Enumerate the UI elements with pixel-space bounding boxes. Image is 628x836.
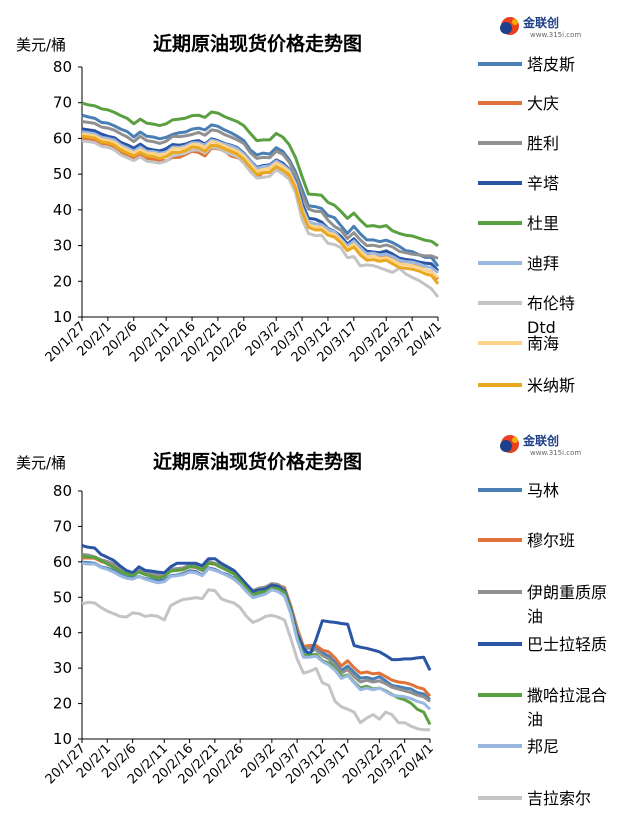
legend-label-0: 马林 (527, 481, 559, 500)
y-axis-unit: 美元/桶 (16, 454, 66, 472)
y-tick-label: 10 (53, 730, 72, 748)
legend-label-4: 撒哈拉混合油 (527, 686, 607, 729)
legend-label-5: 邦尼 (527, 737, 559, 756)
legend-label-0: 塔皮斯 (527, 55, 575, 74)
logo-url: www.315i.com (530, 449, 581, 457)
series-line-8 (81, 134, 440, 285)
legend-label-6: 布伦特 Dtd (527, 294, 575, 337)
y-tick-label: 20 (53, 695, 72, 713)
y-tick-label: 20 (53, 272, 72, 290)
legend-label-2: 伊朗重质原油 (527, 583, 607, 626)
series-line-7 (81, 132, 439, 279)
series-line-4 (81, 554, 432, 726)
y-tick-label: 30 (53, 237, 72, 255)
logo-mark-yellow (512, 19, 518, 25)
y-tick-label: 70 (53, 517, 72, 535)
y-tick-label: 50 (53, 588, 72, 606)
series-line-6 (81, 588, 430, 732)
y-tick-label: 80 (53, 58, 72, 76)
logo-mark-yellow (512, 437, 518, 443)
y-tick-label: 10 (53, 308, 72, 326)
logo-mark-blue (500, 22, 512, 34)
y-axis-unit: 美元/桶 (16, 36, 66, 54)
legend-label-5: 迪拜 (527, 254, 559, 273)
series-line-0 (81, 560, 432, 701)
legend-label-3: 巴士拉轻质 (527, 635, 607, 654)
logo-url: www.315i.com (530, 31, 581, 39)
y-tick-label: 60 (53, 553, 72, 571)
legend-label-2: 胜利 (527, 134, 559, 153)
legend-label-7: 南海 (527, 334, 559, 353)
y-tick-label: 30 (53, 659, 72, 677)
chart-title: 近期原油现货价格走势图 (153, 32, 362, 55)
legend-label-8: 米纳斯 (527, 376, 575, 395)
series-line-5 (81, 130, 439, 274)
logo-mark-blue (500, 440, 512, 452)
logo-name: 金联创 (522, 15, 559, 30)
legend-label-1: 穆尔班 (527, 531, 575, 550)
y-tick-label: 60 (53, 129, 72, 147)
series-line-4 (81, 101, 439, 248)
series-line-3 (81, 544, 432, 671)
series-line-6 (81, 139, 440, 298)
legend-label-4: 杜里 (527, 214, 559, 233)
y-tick-label: 40 (53, 624, 72, 642)
legend-label-3: 辛塔 (527, 174, 559, 193)
y-tick-label: 80 (53, 482, 72, 500)
y-tick-label: 40 (53, 201, 72, 219)
series-line-2 (81, 120, 439, 260)
series-line-0 (81, 113, 440, 268)
legend-label-6: 吉拉索尔 (527, 789, 591, 808)
series-line-5 (81, 561, 432, 711)
legend-label-1: 大庆 (527, 94, 559, 113)
chart-title: 近期原油现货价格走势图 (153, 450, 362, 473)
y-tick-label: 50 (53, 165, 72, 183)
logo-name: 金联创 (522, 433, 559, 448)
y-tick-label: 70 (53, 94, 72, 112)
